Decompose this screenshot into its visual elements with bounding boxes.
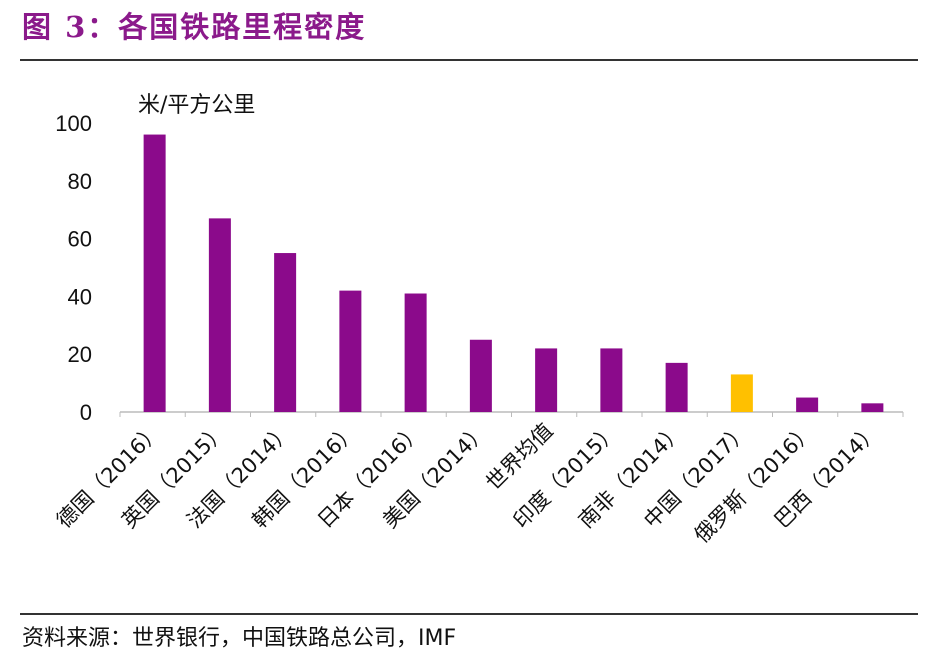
bar (861, 403, 884, 412)
bar (143, 134, 166, 412)
bar (208, 218, 231, 412)
y-tick-label: 100 (55, 111, 92, 136)
bar (404, 293, 427, 412)
bar (535, 348, 558, 412)
bar (730, 374, 753, 412)
bar (339, 290, 362, 412)
y-tick-label: 20 (68, 342, 92, 367)
bar (796, 397, 819, 412)
y-tick-label: 80 (68, 169, 92, 194)
y-tick-label: 0 (80, 400, 92, 425)
source-note: 资料来源：世界银行，中国铁路总公司，IMF (22, 626, 457, 651)
bar (600, 348, 623, 412)
bar (469, 339, 492, 412)
bottom-rule (20, 613, 918, 615)
x-tick-label: 俄罗斯（2016） (690, 419, 819, 548)
y-tick-label: 60 (68, 227, 92, 252)
y-axis-label: 米/平方公里 (138, 93, 255, 118)
y-tick-label: 40 (68, 284, 92, 309)
bar (665, 362, 688, 412)
bar (274, 253, 297, 412)
top-rule (20, 59, 918, 61)
figure-title: 图 3：各国铁路里程密度 (22, 10, 367, 44)
